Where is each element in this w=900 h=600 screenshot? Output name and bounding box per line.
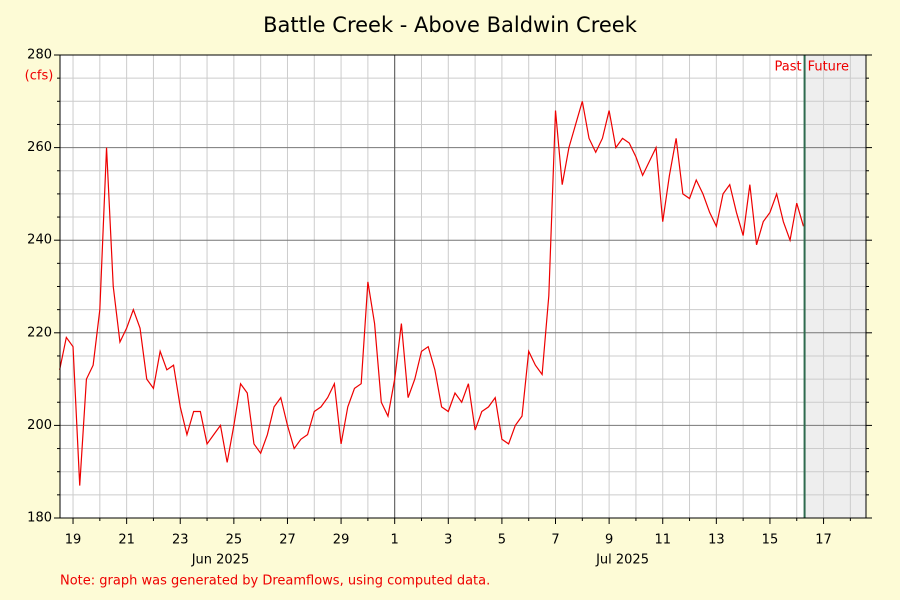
x-tick-label: 17 bbox=[815, 533, 832, 548]
x-tick-label: 7 bbox=[551, 533, 559, 548]
y-tick-label: 220 bbox=[27, 325, 52, 340]
x-tick-label: 3 bbox=[444, 533, 452, 548]
x-tick-label: 27 bbox=[279, 533, 296, 548]
x-tick-label: 25 bbox=[226, 533, 243, 548]
x-tick-label: 13 bbox=[708, 533, 725, 548]
month-label: Jul 2025 bbox=[595, 553, 649, 568]
y-tick-label: 280 bbox=[27, 48, 52, 63]
y-tick-label: 240 bbox=[27, 233, 52, 248]
y-tick-label: 200 bbox=[27, 418, 52, 433]
x-tick-label: 11 bbox=[654, 533, 671, 548]
past-label: Past bbox=[774, 60, 801, 75]
y-tick-label: 260 bbox=[27, 140, 52, 155]
plot-frame bbox=[59, 54, 867, 519]
footnote: Note: graph was generated by Dreamflows,… bbox=[60, 574, 490, 589]
x-tick-label: 29 bbox=[333, 533, 350, 548]
y-axis-label: (cfs) bbox=[25, 69, 54, 84]
x-tick-label: 1 bbox=[391, 533, 399, 548]
x-tick-label: 15 bbox=[762, 533, 779, 548]
y-tick-label: 180 bbox=[27, 511, 52, 526]
flow-line bbox=[59, 101, 805, 486]
x-tick-label: 9 bbox=[605, 533, 613, 548]
chart-title: Battle Creek - Above Baldwin Creek bbox=[263, 13, 638, 37]
x-tick-label: 21 bbox=[118, 533, 135, 548]
x-tick-label: 19 bbox=[65, 533, 82, 548]
x-tick-label: 5 bbox=[498, 533, 506, 548]
x-tick-label: 23 bbox=[172, 533, 189, 548]
future-label: Future bbox=[808, 60, 849, 75]
month-label: Jun 2025 bbox=[191, 553, 250, 568]
